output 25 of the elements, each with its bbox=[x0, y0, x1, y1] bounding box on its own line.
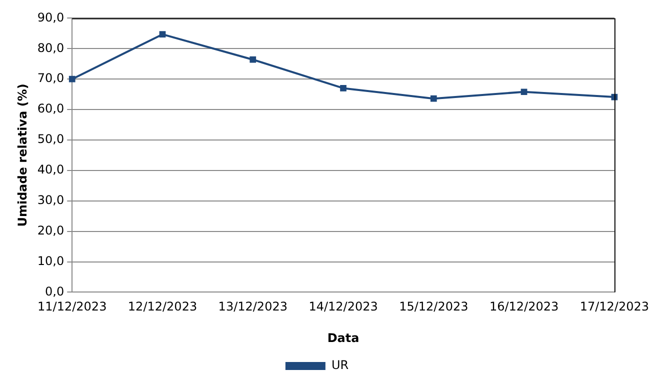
point bbox=[159, 31, 166, 38]
x-tick-label: 12/12/2023 bbox=[128, 300, 198, 314]
y-tick-label: 80,0 bbox=[37, 40, 64, 55]
y-tick-label: 40,0 bbox=[37, 162, 64, 177]
x-tick-label: 15/12/2023 bbox=[399, 300, 468, 314]
x-tick-label: 14/12/2023 bbox=[308, 300, 378, 314]
x-axis-title: Data bbox=[327, 330, 360, 345]
y-tick-label: 50,0 bbox=[37, 132, 64, 146]
y-tick-label: 0,0 bbox=[45, 284, 64, 298]
legend-label: UR bbox=[331, 358, 349, 372]
x-tick-label: 11/12/2023 bbox=[38, 300, 107, 314]
x-tick-label: 13/12/2023 bbox=[218, 300, 288, 314]
y-axis-title: Umidade relativa (%) bbox=[15, 84, 30, 227]
point bbox=[430, 95, 437, 102]
y-tick-label: 20,0 bbox=[37, 223, 64, 238]
y-tick-label: 30,0 bbox=[37, 192, 64, 207]
y-tick-label: 10,0 bbox=[37, 254, 64, 268]
point bbox=[520, 88, 528, 96]
y-tick-label: 90,0 bbox=[37, 10, 64, 24]
y-tick-label: 60,0 bbox=[37, 102, 64, 116]
point bbox=[340, 85, 346, 92]
x-tick-label: 16/12/2023 bbox=[489, 300, 559, 314]
x-tick-label: 17/12/2023 bbox=[580, 300, 650, 314]
y-tick-label: 70,0 bbox=[37, 71, 64, 86]
point bbox=[250, 56, 256, 63]
